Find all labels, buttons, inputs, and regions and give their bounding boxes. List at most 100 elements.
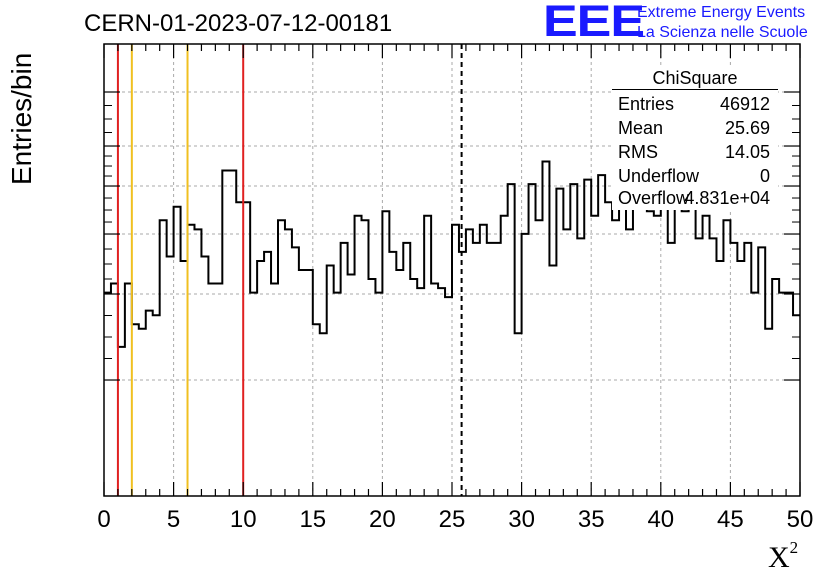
histogram-bin [480,225,487,496]
histogram-bin [689,189,696,496]
x-tick-labels: 0 5 10 15 20 25 30 35 40 45 50 [97,506,813,533]
histogram-bin [494,243,501,496]
histogram-bin [125,284,132,496]
stats-label: RMS [618,142,658,162]
histogram-bin [104,293,111,496]
histogram-bin [654,216,661,496]
y-axis-label: Entries/bin [6,52,37,185]
histogram-bin [542,162,549,496]
histogram-bin [188,225,195,496]
stats-row-entries: Entries 46912 [618,94,770,118]
histogram-bin [772,279,779,496]
stats-box: ChiSquare Entries 46912 Mean 25.69 RMS 1… [612,66,778,210]
histogram-bin [556,189,563,496]
x-tick-label: 40 [647,506,674,533]
histogram-bin [779,293,786,496]
histogram-bin [466,229,473,496]
histogram-bin [577,238,584,496]
histogram-bin [751,293,758,496]
histogram-bin [285,229,292,496]
histogram-bin [271,284,278,496]
histogram-bin [194,229,201,496]
stats-label: Underflow [618,166,700,186]
histogram-bin [549,265,556,496]
histogram-bin [174,207,181,496]
histogram-bin [640,175,647,496]
stats-title-rule [612,89,778,90]
histogram-bin [716,261,723,496]
histogram-bin [132,324,139,496]
axis-ticks [103,44,801,496]
x-tick-label: 15 [299,506,326,533]
histogram-bin [730,243,737,496]
x-tick-label: 20 [369,506,396,533]
eee-logo: EEE [543,0,645,47]
x-tick-label: 35 [578,506,605,533]
histogram-bin [682,211,689,496]
histogram-bin [570,184,577,496]
histogram-bin [710,238,717,496]
reference-lines [116,44,463,496]
histogram-bin [243,202,250,496]
x-tick-label: 0 [97,506,110,533]
histogram-bin [598,175,605,496]
histogram-bin [452,225,459,496]
stats-value: 14.05 [724,142,770,162]
histogram-bin [153,315,160,496]
histogram-bin [403,243,410,496]
stats-label: Overflow [618,188,690,208]
stats-row-underflow: Underflow 0 [618,166,770,190]
histogram-bin [167,256,174,496]
histogram-bin [355,216,362,496]
histogram-bin [313,324,320,496]
stats-value: 25.69 [724,118,770,138]
histogram-bin [250,293,257,496]
histogram-bin [758,247,765,496]
histogram-bin [626,229,633,496]
stats-row-overflow: Overflow 4.831e+04 [618,188,770,212]
histogram-bin [208,284,215,496]
histogram-bin [473,243,480,496]
histogram-bin [501,216,508,496]
histogram-bin [522,234,529,496]
histogram-bin [341,243,348,496]
histogram-bin [703,216,710,496]
x-tick-label: 30 [508,506,535,533]
x-tick-label: 5 [167,506,180,533]
histogram-bin [508,184,515,496]
histogram-bin [417,288,424,496]
histogram-bin [320,333,327,496]
histogram-bin [591,216,598,496]
stats-value: 4.831e+04 [684,188,770,208]
histogram-bin [201,256,208,496]
x-axis-label-base: X [768,541,790,574]
histogram-bin [647,211,654,496]
stats-value: 0 [759,166,770,186]
stats-label: Mean [618,118,664,138]
histogram-bin [438,288,445,496]
histogram-bin [368,279,375,496]
histogram-bin [236,202,243,496]
histogram-bin [181,261,188,496]
histogram-bin [445,297,452,496]
histogram-bin [793,315,800,496]
histogram-bin [389,252,396,496]
histogram-bin [536,220,543,496]
histogram-bin [737,261,744,496]
histogram-bin [431,284,438,496]
histogram-bin [563,229,570,496]
histogram-bin [257,261,264,496]
histogram-bin [619,189,626,496]
histogram-bin [334,293,341,496]
histogram-bin [410,279,417,496]
histogram-bin [612,220,619,496]
logo-line-1: Extreme Energy Events [637,4,806,21]
histogram-bin [786,293,793,496]
histogram-bin [222,171,229,496]
stats-value: 46912 [719,94,770,114]
histogram-bin [292,247,299,496]
stats-title: ChiSquare [652,68,738,88]
histogram-bin [668,243,675,496]
histogram-bin [215,284,222,496]
